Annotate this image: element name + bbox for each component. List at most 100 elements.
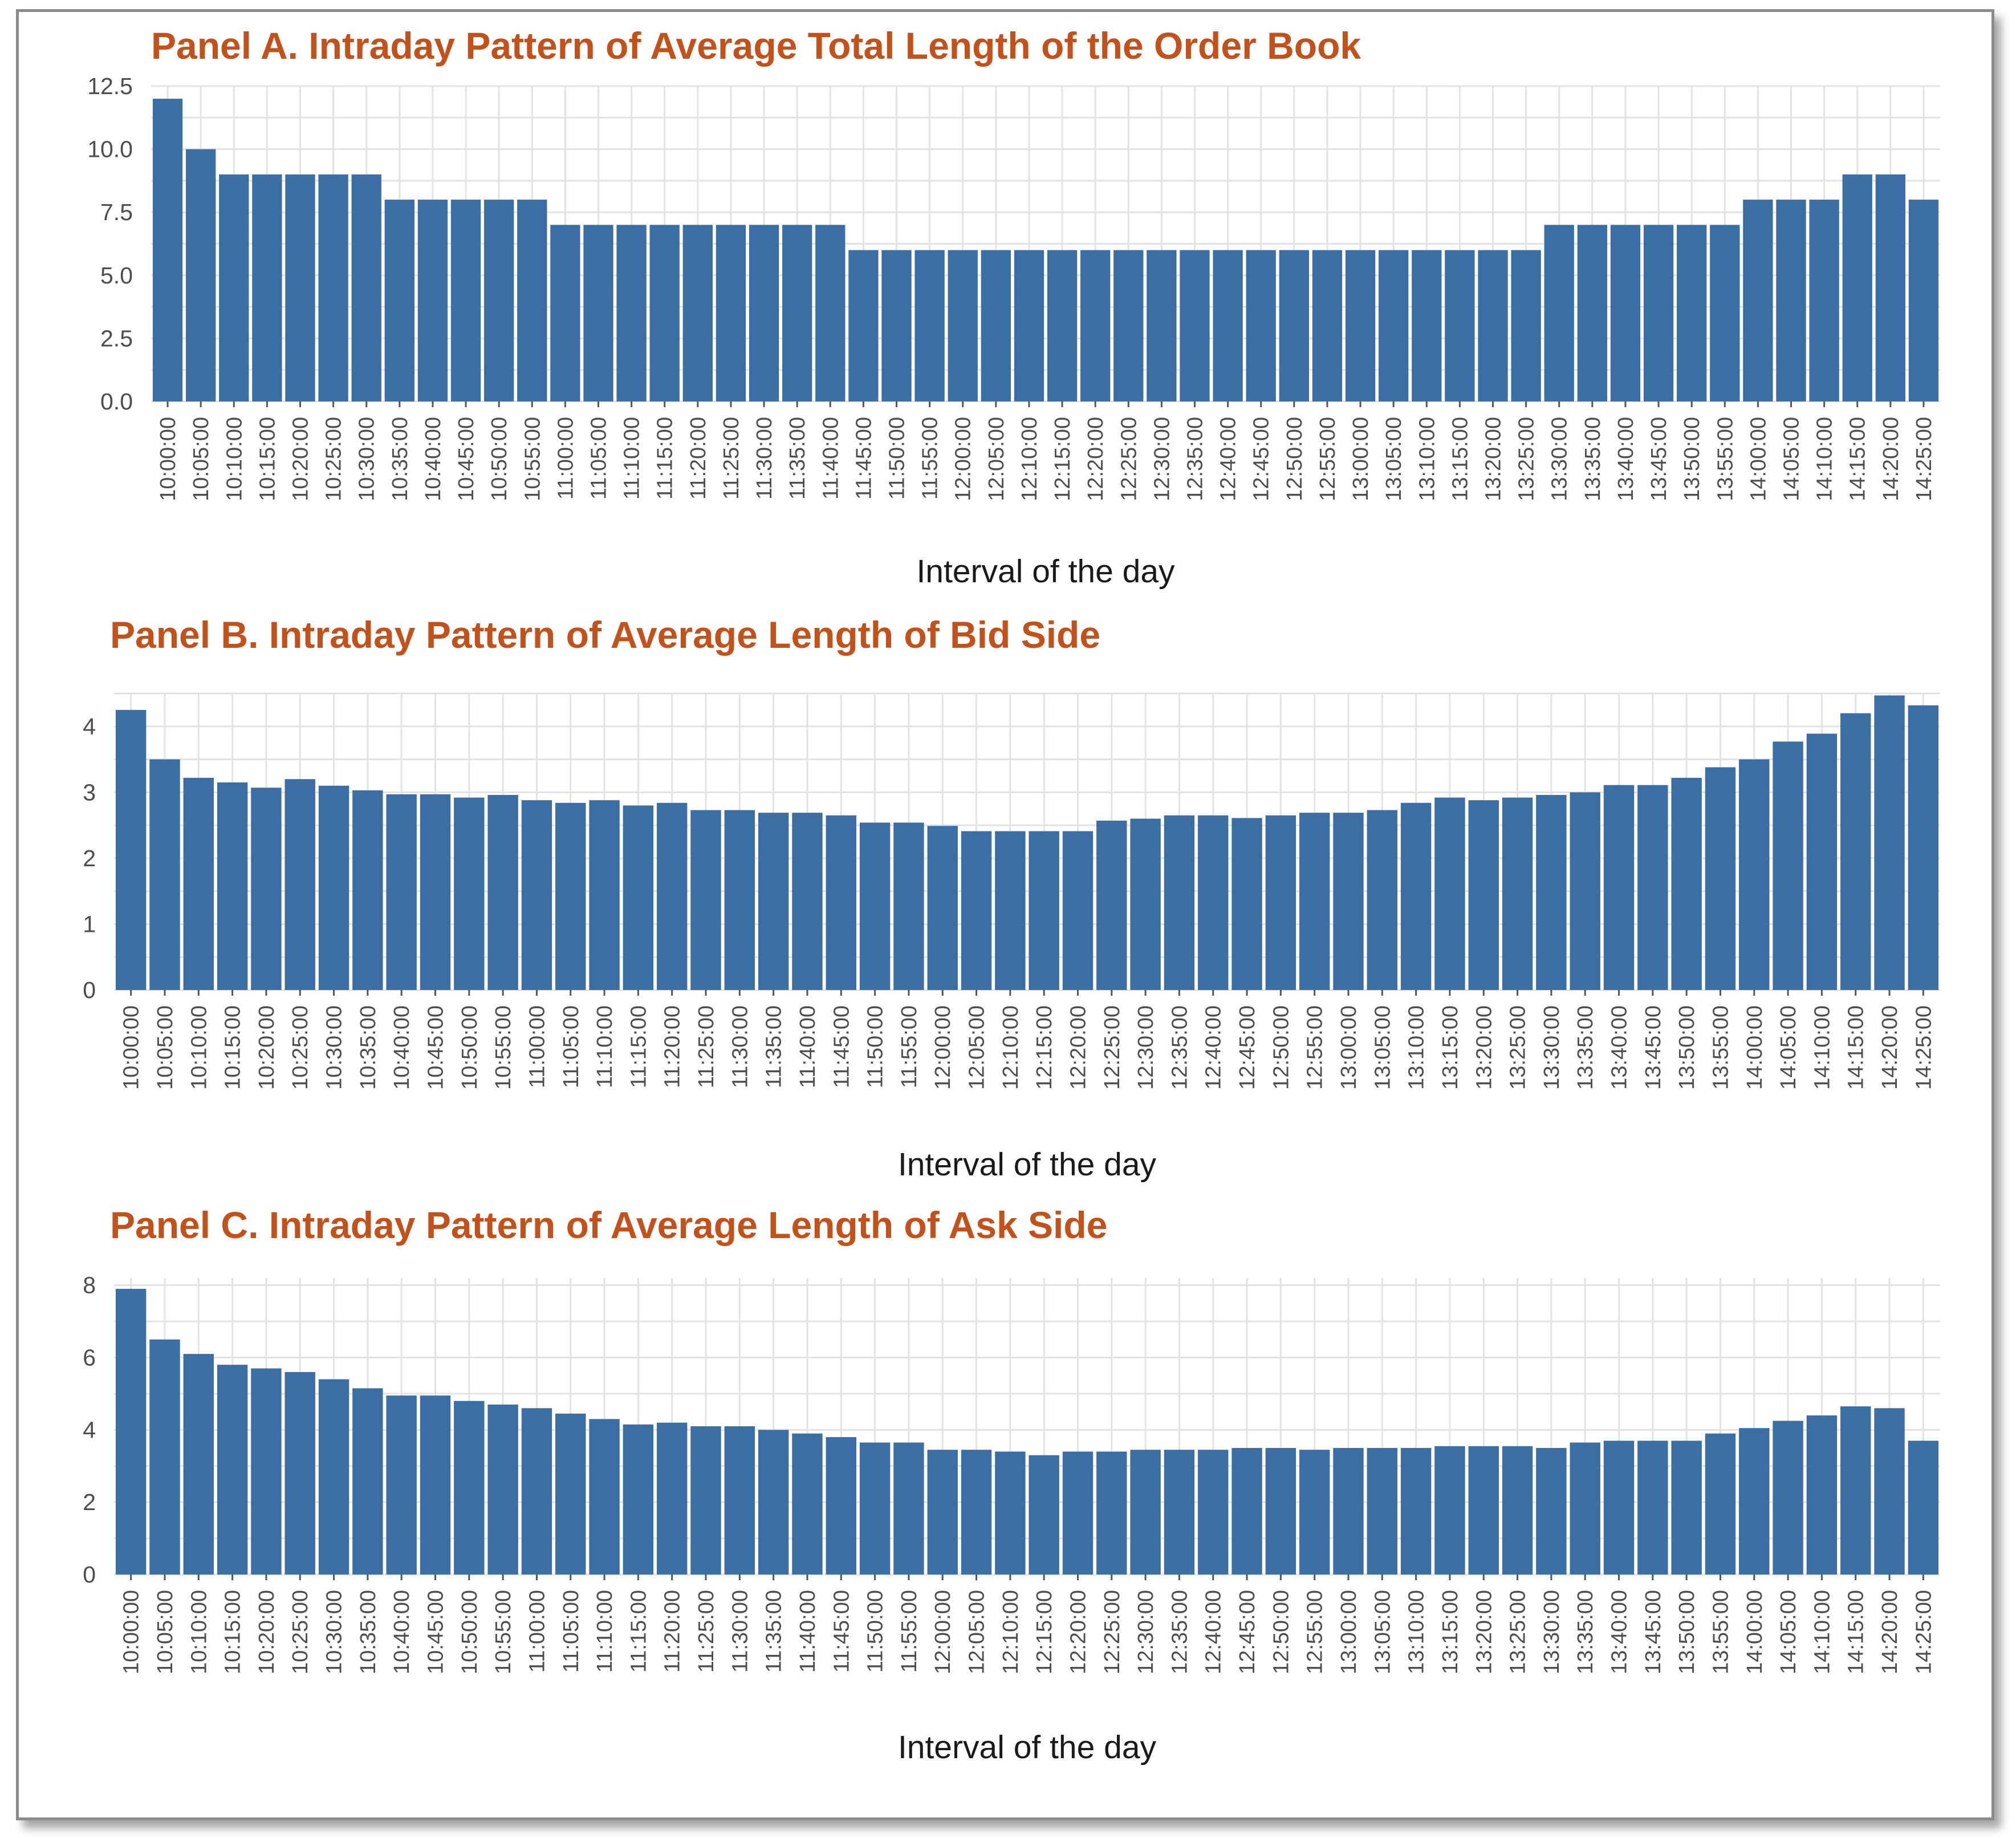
panel-a-x-tick-label: 12:10:00 xyxy=(1018,417,1042,501)
panel-a-x-tick-label: 13:50:00 xyxy=(1680,417,1704,501)
panel-a-bar xyxy=(1743,200,1773,401)
panel-b-x-tick-label: 12:00:00 xyxy=(931,1005,955,1090)
panel-c-bar xyxy=(1198,1450,1229,1575)
panel-b-x-tick-label: 14:15:00 xyxy=(1844,1005,1868,1090)
panel-c-x-tick-label: 13:50:00 xyxy=(1675,1590,1699,1674)
panel-b-bar xyxy=(1502,797,1533,990)
panel-a-x-axis-label: Interval of the day xyxy=(916,553,1175,590)
panel-c-x-tick-label: 10:40:00 xyxy=(390,1590,414,1674)
panel-c-bar xyxy=(1367,1448,1397,1575)
panel-b-bar xyxy=(251,788,282,990)
panel-c-bar xyxy=(1164,1450,1195,1575)
panel-b-x-tick-label: 13:50:00 xyxy=(1675,1005,1699,1090)
panel-c-x-tick-label: 10:20:00 xyxy=(255,1590,279,1674)
panel-c-bar xyxy=(1434,1446,1465,1575)
panel-b-x-tick-label: 11:15:00 xyxy=(627,1005,651,1088)
panel-c-x-tick-label: 11:20:00 xyxy=(661,1590,685,1673)
panel-b-x-tick-label: 10:30:00 xyxy=(323,1005,347,1090)
panel-c-x-tick-label: 12:20:00 xyxy=(1066,1590,1090,1674)
panel-b-x-tick-label: 11:55:00 xyxy=(897,1005,921,1088)
panel-a-x-tick-label: 10:30:00 xyxy=(355,417,379,501)
panel-b-bar xyxy=(1570,792,1600,990)
panel-b-x-tick-label: 13:30:00 xyxy=(1540,1005,1564,1090)
panel-c-x-tick-label: 14:20:00 xyxy=(1878,1590,1902,1674)
panel-c-bar xyxy=(1096,1451,1127,1575)
panel-b-x-tick-label: 12:20:00 xyxy=(1066,1005,1090,1090)
panel-b-bar xyxy=(1299,813,1330,990)
panel-c-y-tick-label: 2 xyxy=(83,1489,96,1515)
panel-a-bar xyxy=(285,174,315,401)
panel-b-x-tick-label: 10:45:00 xyxy=(424,1005,448,1090)
panel-a-x-tick-label: 12:50:00 xyxy=(1283,417,1307,501)
panel-c-bar xyxy=(1130,1450,1161,1575)
panel-b-bar xyxy=(1908,705,1939,990)
panel-c-bar xyxy=(589,1419,620,1575)
panel-c-bar xyxy=(454,1401,485,1575)
panel-b-bar xyxy=(352,790,383,990)
panel-c-title: Panel C. Intraday Pattern of Average Len… xyxy=(110,1204,1107,1246)
panel-b-bar xyxy=(386,794,417,990)
panel-b-plot-area xyxy=(114,693,1940,990)
panel-c-y-tick-label: 6 xyxy=(83,1345,96,1371)
panel-c-x-tick-label: 12:45:00 xyxy=(1235,1590,1259,1674)
panel-b-x-tick-label: 13:55:00 xyxy=(1709,1005,1733,1090)
panel-a-x-tick-label: 10:40:00 xyxy=(421,417,445,501)
panel-a-y-tick-label: 10.0 xyxy=(87,136,133,163)
panel-b-bar xyxy=(724,810,755,990)
panel-b-x-tick-label: 13:40:00 xyxy=(1608,1005,1632,1090)
panel-b-x-tick-label: 10:00:00 xyxy=(120,1005,144,1090)
panel-a-x-tick-label: 10:25:00 xyxy=(322,417,346,501)
panel-b-x-tick-label: 10:35:00 xyxy=(356,1005,380,1090)
panel-c-bar xyxy=(1603,1441,1635,1575)
panel-a-bar xyxy=(1213,250,1243,401)
panel-b-bar xyxy=(1637,785,1668,990)
panel-c-x-axis-label: Interval of the day xyxy=(898,1729,1157,1766)
panel-a-x-tick-label: 13:30:00 xyxy=(1548,417,1572,501)
panel-a-x-tick-label: 11:00:00 xyxy=(554,417,578,500)
panel-a-x-tick-label: 13:45:00 xyxy=(1647,417,1671,501)
panel-b-bar xyxy=(555,802,586,990)
panel-b-x-tick-label: 10:10:00 xyxy=(187,1005,211,1090)
panel-b-x-tick-label: 13:35:00 xyxy=(1574,1005,1598,1090)
panel-c-x-tick-label: 11:50:00 xyxy=(864,1590,888,1673)
panel-a-bar xyxy=(782,225,812,401)
panel-a-bar xyxy=(1412,250,1442,401)
panel-c-x-tick-label: 10:30:00 xyxy=(323,1590,347,1674)
panel-a-bar xyxy=(749,225,779,401)
panel-c-x-tick-label: 12:40:00 xyxy=(1202,1590,1226,1674)
panel-a-bar xyxy=(881,250,912,401)
panel-c-bar xyxy=(1671,1441,1702,1575)
panel-a-x-tick-label: 10:15:00 xyxy=(255,417,279,501)
panel-b-bar xyxy=(758,813,789,990)
panel-a-x-tick-label: 12:55:00 xyxy=(1316,417,1340,501)
panel-b-bar xyxy=(1874,695,1905,990)
panel-a-bar xyxy=(981,250,1011,401)
panel-b-bar xyxy=(318,785,349,990)
panel-c-x-tick-label: 13:40:00 xyxy=(1608,1590,1632,1674)
panel-c-x-tick-label: 13:25:00 xyxy=(1506,1590,1530,1674)
panel-c-y-tick-label: 4 xyxy=(83,1417,96,1443)
panel-b-x-tick-label: 11:35:00 xyxy=(762,1005,786,1088)
panel-c-x-tick-label: 10:55:00 xyxy=(491,1590,515,1674)
panel-a-x-tick-label: 11:05:00 xyxy=(587,417,611,500)
panel-c-x-tick-label: 11:45:00 xyxy=(830,1590,853,1673)
panel-c-bar xyxy=(657,1422,688,1575)
panel-c-x-tick-label: 12:30:00 xyxy=(1134,1590,1158,1674)
panel-b-bar xyxy=(1367,810,1397,990)
panel-c-x-tick-label: 12:05:00 xyxy=(965,1590,989,1674)
panel-a-x-tick-label: 14:05:00 xyxy=(1780,417,1804,501)
panel-a-bar xyxy=(152,99,183,401)
panel-c-x-tick-label: 11:55:00 xyxy=(897,1590,921,1673)
panel-c-bar xyxy=(1773,1421,1803,1575)
panel-b-x-tick-label: 13:00:00 xyxy=(1337,1005,1361,1090)
panel-a-bar xyxy=(716,225,746,401)
panel-c-bar xyxy=(758,1430,789,1575)
panel-c-bar xyxy=(1265,1448,1296,1575)
panel-c-bar xyxy=(690,1426,721,1575)
panel-a-x-tick-label: 11:35:00 xyxy=(786,417,810,500)
panel-b-bar xyxy=(1468,800,1499,990)
panel-c-x-tick-label: 10:05:00 xyxy=(153,1590,177,1674)
panel-a-x-tick-label: 13:10:00 xyxy=(1415,417,1439,501)
panel-a-x-tick-label: 10:55:00 xyxy=(521,417,544,501)
panel-b-x-tick-label: 12:30:00 xyxy=(1134,1005,1158,1090)
